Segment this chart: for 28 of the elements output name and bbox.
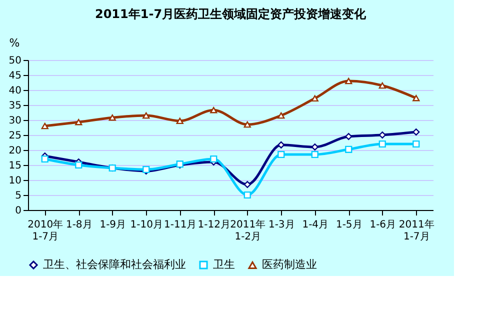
y-tick-label: 15 (8, 160, 22, 172)
x-tick-label: 1-6月 (370, 220, 396, 230)
y-tick-label: 35 (8, 100, 22, 112)
x-tick-label: 2011年 1-2月 (230, 218, 266, 242)
y-tick-label: 40 (8, 86, 22, 96)
x-tick-label: 1-5月 (336, 220, 362, 230)
y-tick-label: 30 (8, 116, 22, 126)
y-tick-label: 50 (8, 56, 22, 66)
y-tick-label: 10 (8, 176, 22, 186)
x-tick-label: 2011年 1-7月 (398, 218, 434, 242)
x-tick-label: 1-3月 (268, 220, 295, 230)
x-tick-label: 1-10月 (130, 220, 163, 230)
legend-label: 卫生、社会保障和社会福利业 (43, 258, 186, 271)
x-tick-label: 1-11月 (164, 220, 197, 230)
y-tick-label: 45 (8, 70, 22, 82)
x-tick-label: 1-9月 (100, 220, 126, 230)
x-tick-label: 1-12月 (198, 220, 230, 230)
x-tick-label: 1-8月 (66, 220, 92, 230)
y-tick-label: 25 (8, 130, 22, 142)
y-tick-label: 0 (15, 206, 22, 216)
y-tick-label: 5 (15, 190, 22, 202)
x-tick-label: 2010年 1-7月 (28, 218, 64, 242)
x-tick-label: 1-4月 (302, 220, 329, 230)
legend-label: 医药制造业 (262, 258, 317, 272)
legend-label: 卫生 (213, 258, 235, 271)
y-axis-title: % (9, 36, 20, 50)
y-tick-label: 20 (8, 146, 22, 156)
chart-title: 2011年1-7月医药卫生领域固定资产投资增速变化 (94, 7, 368, 21)
